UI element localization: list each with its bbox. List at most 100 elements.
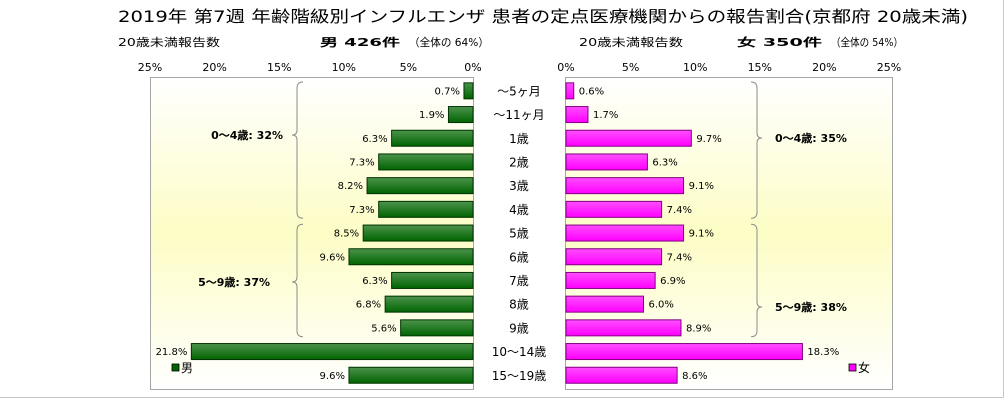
category-label-11: 10～14歳: [492, 345, 547, 359]
bar-male-6: [362, 224, 474, 242]
tick-label-male-3: 15%: [267, 61, 291, 74]
bar-female-0: [565, 82, 575, 100]
bar-male-5: [378, 200, 474, 218]
legend-swatch-female: [848, 363, 857, 372]
bar-female-4: [565, 177, 685, 195]
value-labels: 0.7% 1.9% 6.3% 7.3% 8.2% 7.3% 8.5% 9.6% 6.3% 6.8%…: [156, 86, 840, 381]
bar-male-4: [366, 177, 474, 195]
tick-label-male-1: 5%: [400, 61, 417, 74]
bar-female-10: [565, 319, 682, 337]
bar-male-1: [447, 106, 474, 124]
bar-male-12: [348, 366, 474, 384]
group-bracket-female-3: [750, 223, 763, 338]
bar-female-3: [565, 153, 648, 171]
male-report-count-heading: 20歳未満報告数: [118, 36, 220, 49]
value-label-male-6: 8.5%: [334, 229, 359, 240]
tick-label-female-5: 25%: [877, 61, 901, 74]
category-label-1: ～11ヶ月: [493, 108, 544, 122]
bar-female-7: [565, 248, 663, 266]
value-label-male-9: 6.8%: [356, 300, 381, 311]
bar-male-8: [391, 271, 474, 289]
group-bracket-male-0: [291, 81, 304, 219]
male-share-of-total: （全体の 64%）: [409, 35, 489, 49]
value-label-female-4: 9.1%: [689, 181, 714, 192]
value-label-male-12: 9.6%: [320, 371, 345, 382]
female-share-of-total: （全体の 54%）: [831, 35, 903, 49]
group-label-male-0: 0～4歳: 32%: [211, 128, 283, 142]
category-label-7: 6歳: [509, 250, 529, 264]
category-label-6: 5歳: [509, 227, 529, 241]
category-label-12: 15～19歳: [492, 369, 547, 383]
bar-male-2: [391, 129, 474, 147]
category-label-4: 3歳: [509, 179, 529, 193]
tick-label-female-3: 15%: [748, 61, 772, 74]
tick-label-male-4: 20%: [202, 61, 226, 74]
bars: [190, 82, 803, 384]
tick-label-male-5: 25%: [138, 61, 162, 74]
value-label-female-2: 9.7%: [696, 134, 721, 145]
tick-label-female-1: 5%: [622, 61, 639, 74]
age-category-labels: ～5ヶ月 ～11ヶ月 1歳 2歳 3歳 4歳 5歳 6歳 7歳 8歳 9歳 10～14歳 15～19歳: [492, 84, 547, 382]
bar-male-0: [463, 82, 474, 100]
group-bracket-male-1: [291, 223, 304, 338]
category-label-2: 1歳: [509, 132, 529, 146]
bar-female-5: [565, 200, 663, 218]
value-label-male-7: 9.6%: [320, 252, 345, 263]
axis-tick-labels: 0% 5% 10% 15% 20% 25% 0% 5% 10% 15% 20% 25%: [138, 61, 901, 74]
category-label-9: 8歳: [509, 298, 529, 312]
value-label-female-6: 9.1%: [689, 229, 714, 240]
value-label-female-11: 18.3%: [807, 347, 839, 358]
male-report-count: 男 426件: [320, 35, 400, 49]
value-label-male-3: 7.3%: [349, 157, 374, 168]
value-label-female-1: 1.7%: [593, 110, 618, 121]
female-report-count: 女 350件: [737, 35, 822, 49]
group-label-female-3: 5～9歳: 38%: [775, 300, 847, 314]
legend-swatch-male: [171, 363, 180, 372]
category-label-5: 4歳: [509, 203, 529, 217]
bar-female-11: [565, 343, 803, 361]
bar-male-11: [190, 343, 474, 361]
value-label-male-5: 7.3%: [349, 205, 374, 216]
bar-female-2: [565, 129, 692, 147]
value-label-male-2: 6.3%: [362, 134, 387, 145]
category-label-8: 7歳: [509, 274, 529, 288]
female-report-count-heading: 20歳未満報告数: [579, 36, 683, 49]
value-label-male-1: 1.9%: [419, 110, 444, 121]
value-label-female-8: 6.9%: [660, 276, 685, 287]
value-label-male-10: 5.6%: [371, 323, 396, 334]
bar-male-10: [400, 319, 474, 337]
value-label-female-10: 8.9%: [686, 323, 711, 334]
value-label-female-0: 0.6%: [579, 86, 604, 97]
value-label-female-3: 6.3%: [652, 157, 677, 168]
value-label-female-9: 6.0%: [649, 300, 674, 311]
value-label-male-0: 0.7%: [435, 86, 460, 97]
bar-male-3: [378, 153, 474, 171]
tick-label-male-2: 10%: [332, 61, 356, 74]
value-label-female-5: 7.4%: [667, 205, 692, 216]
tick-label-male-0: 0%: [464, 61, 481, 74]
legend-label-female: 女: [858, 360, 870, 375]
bar-female-6: [565, 224, 685, 242]
tick-label-female-0: 0%: [557, 61, 574, 74]
value-label-female-12: 8.6%: [682, 371, 707, 382]
bar-female-8: [565, 271, 656, 289]
bar-female-1: [565, 106, 589, 124]
group-label-male-1: 5～9歳: 37%: [198, 275, 270, 289]
value-label-male-8: 6.3%: [362, 276, 387, 287]
legend: 男女: [171, 360, 870, 375]
category-label-10: 9歳: [509, 321, 529, 335]
value-label-male-11: 21.8%: [156, 347, 188, 358]
legend-label-male: 男: [181, 361, 193, 375]
value-label-male-4: 8.2%: [338, 181, 363, 192]
tick-label-female-4: 20%: [812, 61, 836, 74]
value-label-female-7: 7.4%: [667, 252, 692, 263]
tick-label-female-2: 10%: [683, 61, 707, 74]
bar-female-12: [565, 366, 678, 384]
bar-male-9: [384, 295, 474, 313]
age-group-brackets: 0～4歳: 32% 5～9歳: 37% 0～4歳: 35% 5～9歳: 38%: [198, 81, 847, 338]
bar-male-7: [348, 248, 474, 266]
group-bracket-female-2: [750, 81, 763, 219]
category-label-0: ～5ヶ月: [497, 84, 541, 98]
group-label-female-2: 0～4歳: 35%: [775, 131, 847, 145]
